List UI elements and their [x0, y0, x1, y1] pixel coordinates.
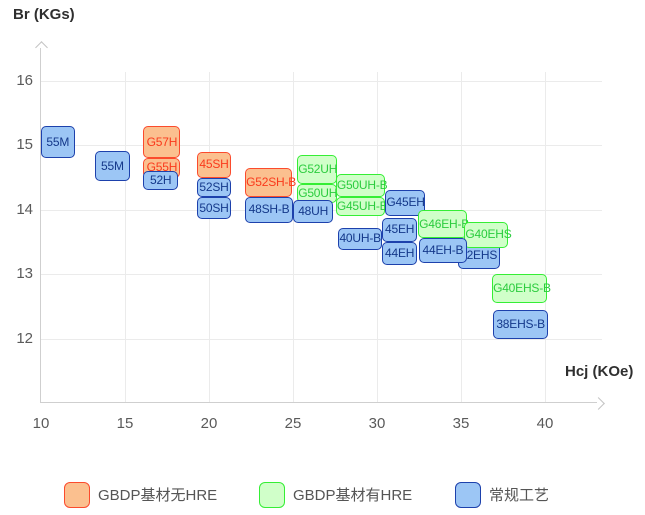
- y-tick-label: 14: [16, 200, 33, 218]
- grade-box-50SH[interactable]: 50SH: [197, 196, 231, 220]
- x-tick-label: 15: [116, 415, 134, 432]
- y-tick-label: 15: [16, 136, 33, 154]
- gridline-vertical: [125, 72, 126, 403]
- grade-box-45EH[interactable]: 45EH: [382, 218, 418, 242]
- x-axis: [41, 402, 597, 403]
- y-axis-title: Br (KGs): [13, 6, 75, 23]
- gridline-horizontal: [41, 338, 602, 340]
- x-tick-label: 40: [536, 415, 554, 432]
- gridline-vertical: [293, 72, 294, 403]
- legend-label: 常规工艺: [489, 487, 550, 504]
- legend: GBDP基材无HRE GBDP基材有HRE 常规工艺: [0, 478, 645, 512]
- grade-box-40UH-B[interactable]: 40UH-B: [338, 227, 383, 250]
- grade-box-G40EHS-B[interactable]: G40EHS-B: [492, 274, 551, 304]
- x-tick-label: 10: [32, 415, 50, 432]
- grade-box-45SH[interactable]: 45SH: [197, 151, 231, 178]
- gridline-horizontal: [41, 274, 602, 276]
- legend-label: GBDP基材有HRE: [293, 487, 413, 504]
- grade-box-G57H[interactable]: G57H: [143, 126, 181, 159]
- grade-box-G45EH[interactable]: G45EH: [385, 190, 425, 217]
- grade-box-G46EH-B[interactable]: G46EH-B: [418, 209, 469, 239]
- y-axis: [40, 48, 41, 403]
- grade-box-38EHS-B[interactable]: 38EHS-B: [492, 309, 549, 339]
- grade-box-48UH[interactable]: 48UH: [293, 200, 334, 223]
- grade-box-55M[interactable]: 55M: [41, 126, 75, 159]
- legend-swatch-orange: [64, 481, 90, 508]
- grade-box-48SH-B[interactable]: 48SH-B: [245, 196, 293, 223]
- grade-box-G45UH-B[interactable]: G45UH-B: [335, 196, 388, 217]
- x-tick-label: 20: [200, 415, 218, 432]
- legend-item-gbdp-no-hre[interactable]: GBDP基材无HRE: [64, 481, 217, 508]
- grade-box-G52UH[interactable]: G52UH: [297, 155, 337, 185]
- y-axis-arrow-icon: [35, 41, 48, 54]
- gridline-horizontal: [41, 81, 602, 82]
- x-tick-label: 25: [284, 415, 302, 432]
- grade-box-G50UH-B[interactable]: G50UH-B: [335, 174, 388, 197]
- grade-box-44EH-B[interactable]: 44EH-B: [419, 238, 467, 264]
- grade-box-G40EHS[interactable]: G40EHS: [464, 222, 512, 248]
- y-tick-label: 13: [16, 265, 33, 283]
- gridline-horizontal: [41, 145, 602, 147]
- grade-box-55M[interactable]: 55M: [94, 150, 131, 181]
- grade-box-52H[interactable]: 52H: [143, 171, 178, 191]
- x-tick-label: 30: [368, 415, 386, 432]
- grade-box-52SH[interactable]: 52SH: [197, 177, 231, 197]
- x-tick-label: 35: [452, 415, 470, 432]
- legend-item-gbdp-hre[interactable]: GBDP基材有HRE: [259, 481, 412, 508]
- legend-swatch-green: [259, 481, 285, 508]
- x-axis-title: Hcj (KOe): [565, 363, 634, 380]
- x-axis-arrow-icon: [592, 396, 605, 410]
- legend-label: GBDP基材无HRE: [98, 487, 218, 504]
- y-tick-label: 16: [16, 72, 33, 89]
- legend-swatch-blue: [455, 481, 481, 508]
- gridline-vertical: [545, 72, 546, 403]
- y-tick-label: 12: [16, 329, 33, 347]
- legend-item-conventional[interactable]: 常规工艺: [455, 481, 549, 508]
- grade-box-G52SH-B[interactable]: G52SH-B: [245, 167, 296, 197]
- gridline-vertical: [209, 72, 210, 403]
- grade-box-44EH[interactable]: 44EH: [382, 242, 418, 265]
